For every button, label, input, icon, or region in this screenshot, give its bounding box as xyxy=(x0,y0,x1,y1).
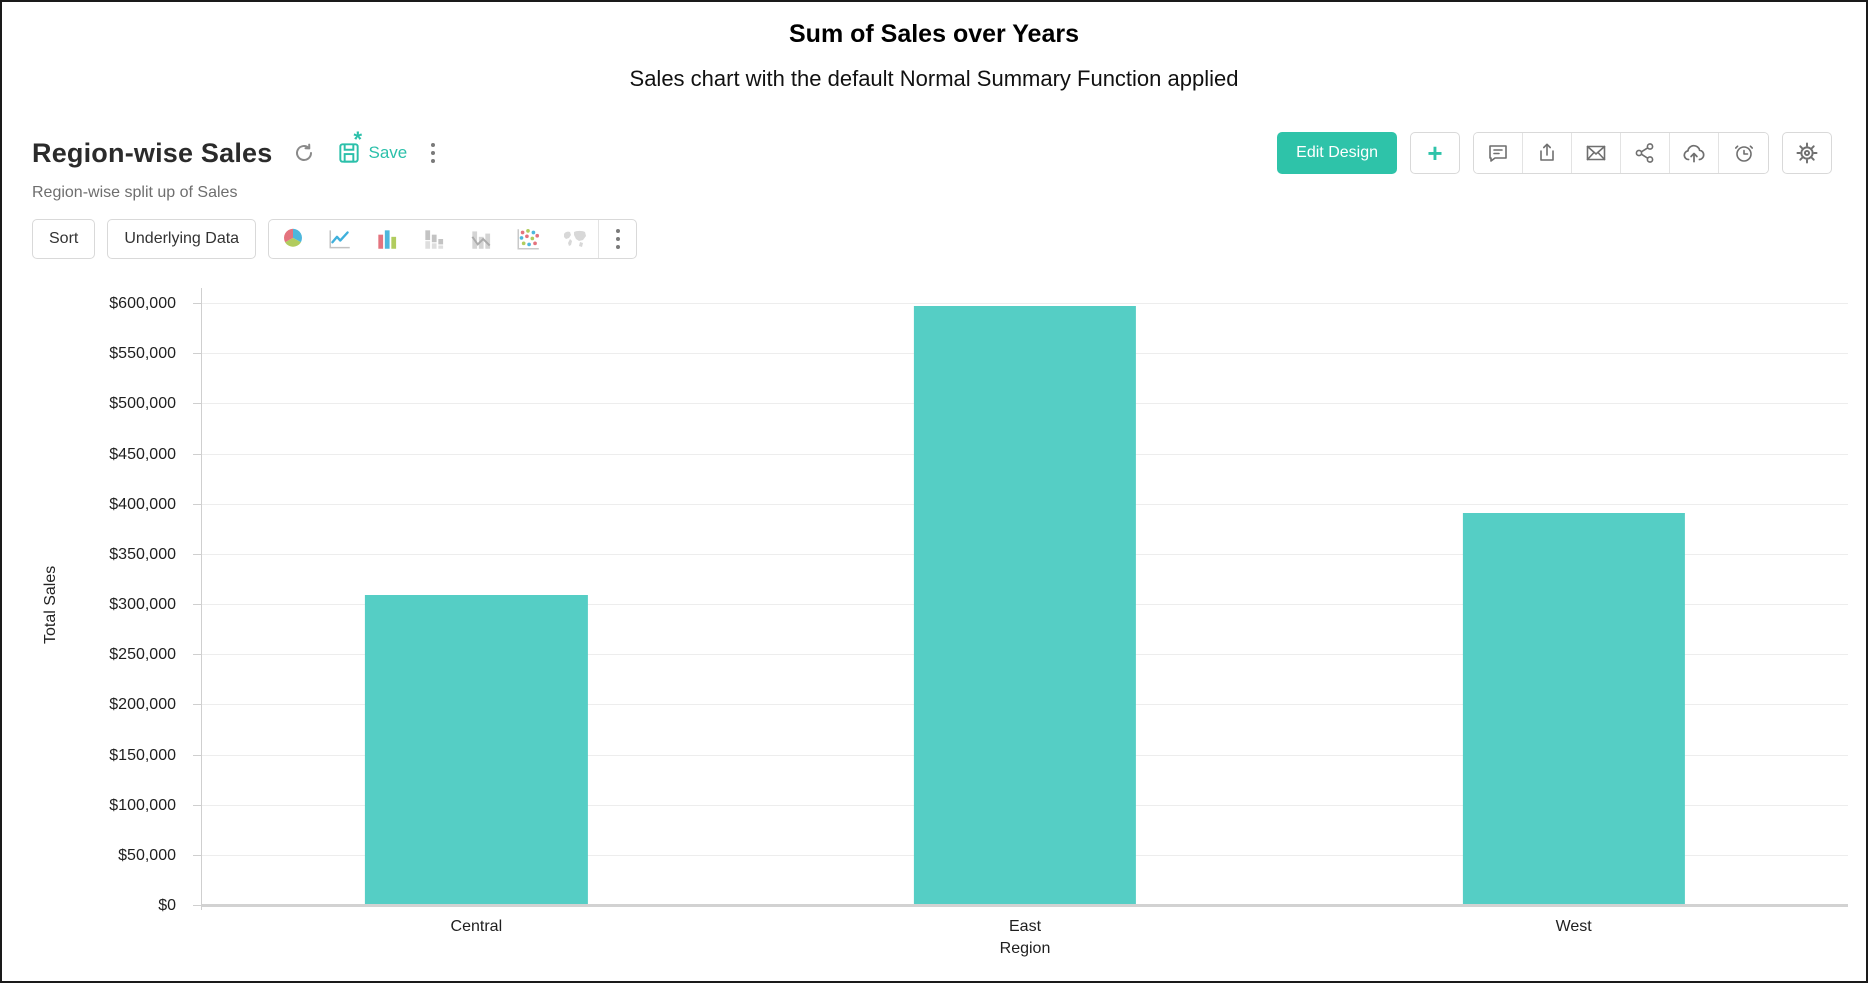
y-tick-mark xyxy=(193,403,202,405)
report-header-left: Region-wise Sales * Save xyxy=(32,127,439,169)
gear-icon xyxy=(1796,142,1818,164)
more-chart-types-button[interactable] xyxy=(598,220,636,258)
bar-west[interactable] xyxy=(1462,512,1685,906)
alarm-icon xyxy=(1734,145,1753,162)
bar-line-chart-icon xyxy=(471,231,490,249)
category-band: East xyxy=(751,304,1300,935)
report-description: Region-wise split up of Sales xyxy=(32,184,238,201)
x-category-label: East xyxy=(1009,918,1042,935)
y-tick-mark xyxy=(193,905,202,906)
y-tick-label: $200,000 xyxy=(109,696,176,714)
export-icon xyxy=(1540,143,1554,161)
y-tick-mark xyxy=(193,503,202,505)
gridline xyxy=(202,303,1848,304)
y-tick-label: $450,000 xyxy=(109,445,176,463)
chart-type-bar-button[interactable] xyxy=(363,220,410,258)
y-tick-mark xyxy=(193,654,202,656)
report-header-right: Edit Design + xyxy=(1277,132,1832,174)
y-tick-mark xyxy=(193,804,202,806)
bar-east[interactable] xyxy=(913,306,1137,906)
chart-type-map-button[interactable] xyxy=(551,220,598,258)
y-tick-label: $250,000 xyxy=(109,646,176,664)
scatter-chart-icon xyxy=(517,229,539,250)
y-tick-label: $350,000 xyxy=(109,545,176,563)
category-band: Central xyxy=(202,304,751,935)
x-category-label: West xyxy=(1555,918,1592,935)
line-chart-icon xyxy=(329,230,350,249)
save-icon xyxy=(339,143,360,163)
refresh-button[interactable] xyxy=(292,141,316,165)
y-tick-label: $100,000 xyxy=(109,796,176,814)
comment-button[interactable] xyxy=(1474,133,1523,173)
chart-toolbar: Sort Underlying Data xyxy=(32,219,638,259)
export-button[interactable] xyxy=(1523,133,1572,173)
y-tick-mark xyxy=(193,704,202,706)
cloud-upload-icon xyxy=(1683,144,1705,163)
chart-type-stacked-bar-button[interactable] xyxy=(410,220,457,258)
plot-area: Central East West xyxy=(193,303,1848,935)
add-button[interactable]: + xyxy=(1410,132,1460,174)
save-label: Save xyxy=(368,143,408,162)
y-tick-mark xyxy=(193,854,202,856)
comment-icon xyxy=(1489,145,1507,162)
report-more-options-button[interactable] xyxy=(427,139,439,167)
x-axis-line xyxy=(202,904,1848,907)
share-toolbar xyxy=(1473,132,1769,174)
y-tick-mark xyxy=(193,553,202,555)
bars: Central East West xyxy=(202,304,1848,935)
share-icon xyxy=(1635,143,1654,163)
underlying-data-button[interactable]: Underlying Data xyxy=(107,219,257,259)
share-button[interactable] xyxy=(1621,133,1670,173)
y-tick-label: $0 xyxy=(158,897,176,914)
y-tick-mark xyxy=(193,453,202,455)
more-chart-types-icon xyxy=(615,229,620,233)
x-category-label: Central xyxy=(450,918,503,935)
report-title: Region-wise Sales xyxy=(32,137,273,168)
bar-central[interactable] xyxy=(365,594,588,906)
y-tick-label: $300,000 xyxy=(109,596,176,613)
report-header: Region-wise Sales * Save xyxy=(32,120,1832,186)
y-axis: $0 $50,000 $100,000 $150,000 $200,000 $250,00… xyxy=(2,295,190,914)
y-tick-mark xyxy=(193,303,202,304)
y-axis-line xyxy=(201,288,202,910)
pie-chart-icon xyxy=(283,228,302,247)
y-tick-mark xyxy=(193,353,202,355)
chart-type-scatter-button[interactable] xyxy=(504,220,551,258)
alarm-button[interactable] xyxy=(1719,133,1768,173)
sort-button[interactable]: Sort xyxy=(32,219,96,259)
email-button[interactable] xyxy=(1572,133,1621,173)
y-tick-mark xyxy=(193,604,202,605)
chart-type-pie-button[interactable] xyxy=(269,220,316,258)
bar-chart-icon xyxy=(377,230,396,249)
settings-button[interactable] xyxy=(1782,132,1832,174)
more-options-icon xyxy=(431,143,436,147)
y-tick-label: $500,000 xyxy=(109,395,176,413)
y-tick-mark xyxy=(193,754,202,756)
y-tick-label: $600,000 xyxy=(109,295,176,312)
x-axis-title: Region xyxy=(999,940,1051,957)
category-band: West xyxy=(1299,304,1848,935)
page-title: Sum of Sales over Years xyxy=(789,20,1079,48)
page-subtitle: Sales chart with the default Normal Summ… xyxy=(629,66,1239,91)
y-tick-label: $550,000 xyxy=(109,345,176,363)
chart-type-switcher xyxy=(268,219,638,259)
email-icon xyxy=(1586,145,1606,161)
cloud-upload-button[interactable] xyxy=(1670,133,1719,173)
unsaved-indicator: * xyxy=(353,127,363,152)
stacked-bar-chart-icon xyxy=(424,230,443,249)
map-chart-icon xyxy=(563,230,586,247)
refresh-icon xyxy=(296,143,313,161)
y-tick-label: $400,000 xyxy=(109,495,176,513)
edit-design-button[interactable]: Edit Design xyxy=(1277,132,1397,174)
y-tick-label: $50,000 xyxy=(118,846,176,864)
chart-type-line-button[interactable] xyxy=(316,220,363,258)
y-tick-label: $150,000 xyxy=(109,746,176,764)
chart-type-bar-line-button[interactable] xyxy=(457,220,504,258)
save-button[interactable]: * Save xyxy=(336,127,408,166)
